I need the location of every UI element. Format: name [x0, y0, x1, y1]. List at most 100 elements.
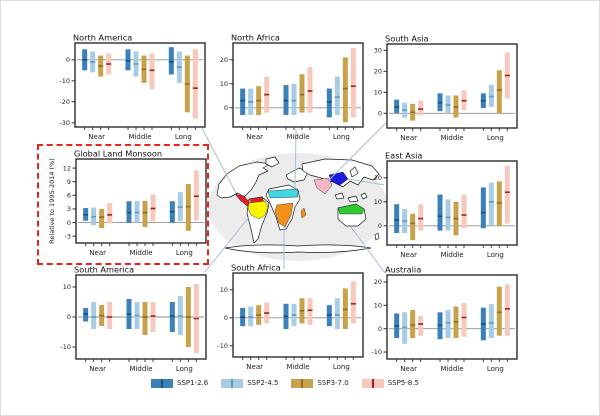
y-tick-label: 0 [378, 325, 382, 333]
median-SSP5-8.5 [504, 308, 510, 310]
median-SSP1-2.6 [126, 211, 132, 214]
median-SSP3-7.0 [453, 106, 459, 108]
median-SSP3-7.0 [299, 93, 305, 96]
median-SSP5-8.5 [307, 90, 313, 92]
box-SSP1-2.6 [326, 88, 332, 118]
y-tick-label: 20 [374, 278, 382, 286]
median-SSP3-7.0 [410, 111, 416, 114]
median-SSP2-4.5 [402, 109, 408, 111]
y-tick-label: 3 [67, 205, 71, 213]
box-SSP1-2.6 [125, 49, 131, 71]
legend-item-ssp3-7-0: SSP3-7.0 [291, 379, 349, 388]
median-SSP3-7.0 [496, 311, 502, 314]
x-category-label: Near [400, 365, 417, 373]
median-SSP2-4.5 [176, 66, 182, 68]
y-tick-label: 0 [378, 110, 382, 118]
plot-frame [75, 158, 207, 244]
median-SSP3-7.0 [410, 222, 416, 225]
median-SSP2-4.5 [402, 220, 408, 222]
region-madagascar-monsoon [300, 207, 307, 219]
y-axis-label: Relative to 1995-2014 (%) [48, 158, 56, 244]
median-SSP3-7.0 [98, 65, 104, 67]
median-SSP2-4.5 [90, 61, 96, 63]
panel-south-america: 10 0 -10 Near Middle Long South America [60, 265, 207, 373]
islands-southeast-asia-2 [347, 195, 359, 203]
median-SSP5-8.5 [418, 217, 424, 220]
median-SSP2-4.5 [402, 326, 408, 329]
legend-swatch-ssp3-7-0 [291, 379, 314, 388]
median-SSP2-4.5 [445, 322, 451, 324]
legend-label: SSP2-4.5 [247, 379, 279, 387]
islands-southeast-asia-1 [334, 192, 345, 200]
median-SSP2-4.5 [334, 314, 340, 316]
box-SSP3-7.0 [142, 200, 148, 228]
y-tick-label: 0 [224, 104, 228, 112]
median-SSP5-8.5 [504, 74, 510, 77]
panel-north-america: 0 -10 -20 -30 Near Middle Long North America [59, 33, 206, 141]
median-SSP5-8.5 [504, 191, 510, 193]
box-SSP5-8.5 [461, 303, 467, 337]
y-tick-label: 0 [224, 314, 228, 322]
median-SSP2-4.5 [91, 316, 97, 318]
median-SSP2-4.5 [445, 104, 451, 106]
islands-southeast-asia-3 [360, 192, 368, 200]
plot-frame [386, 274, 518, 360]
box-SSP3-7.0 [410, 213, 416, 241]
median-SSP5-8.5 [350, 303, 356, 305]
x-category-label: Middle [128, 133, 151, 141]
box-SSP5-8.5 [504, 165, 510, 224]
box-SSP5-8.5 [307, 298, 313, 325]
median-SSP1-2.6 [437, 324, 443, 326]
x-category-label: Middle [286, 133, 309, 141]
median-SSP5-8.5 [193, 195, 199, 198]
median-SSP5-8.5 [107, 316, 113, 318]
legend-swatch-ssp2-4-5 [221, 379, 244, 388]
y-tick-label: 0 [67, 313, 71, 321]
y-tick-label: 30 [374, 47, 382, 55]
median-SSP2-4.5 [91, 215, 97, 218]
y-tick-label: 20 [220, 56, 228, 64]
legend-median-mark [301, 379, 304, 388]
box-SSP5-8.5 [307, 67, 313, 113]
panel-australia: 20 10 0 -10 Near Middle Long Australia [371, 265, 518, 373]
median-SSP2-4.5 [248, 316, 254, 318]
box-SSP5-8.5 [350, 281, 356, 324]
median-SSP5-8.5 [461, 214, 467, 216]
continent-antarctica [224, 244, 372, 254]
x-category-label: Middle [129, 249, 152, 257]
box-SSP2-4.5 [91, 302, 97, 329]
y-tick-label: 9 [67, 178, 71, 186]
median-SSP3-7.0 [453, 217, 459, 220]
x-category-label: Near [246, 133, 263, 141]
legend: SSP1-2.6 SSP2-4.5 SSP3-7.0 SSP5-8.5 [151, 379, 419, 388]
box-SSP5-8.5 [418, 315, 424, 336]
median-SSP3-7.0 [342, 87, 348, 90]
y-tick-label: 12 [63, 164, 71, 172]
y-tick-label: -20 [59, 98, 70, 106]
legend-median-mark [371, 379, 374, 388]
median-SSP3-7.0 [342, 308, 348, 311]
panel-global-land-monsoon: 12 9 6 3 0 -3 Near Middle Long Global Land Monsoo… [48, 149, 207, 257]
box-SSP3-7.0 [410, 310, 416, 338]
x-category-label: Long [176, 365, 193, 373]
median-SSP5-8.5 [107, 214, 113, 216]
box-SSP5-8.5 [418, 100, 424, 116]
y-tick-label: -30 [59, 119, 70, 127]
median-SSP5-8.5 [350, 85, 356, 87]
median-SSP1-2.6 [126, 313, 132, 315]
x-category-label: Long [333, 133, 350, 141]
y-tick-label: 0 [66, 56, 70, 64]
y-tick-label: 0 [378, 222, 382, 230]
box-SSP3-7.0 [342, 57, 348, 123]
x-category-label: Middle [440, 365, 463, 373]
median-SSP2-4.5 [488, 95, 494, 98]
plot-frame [386, 160, 518, 246]
median-SSP5-8.5 [150, 207, 156, 210]
median-SSP1-2.6 [326, 101, 332, 103]
median-SSP1-2.6 [480, 323, 486, 325]
median-SSP5-8.5 [192, 87, 198, 89]
median-SSP5-8.5 [193, 317, 199, 320]
region-south-america-monsoon [247, 200, 269, 220]
box-SSP5-8.5 [504, 284, 510, 336]
